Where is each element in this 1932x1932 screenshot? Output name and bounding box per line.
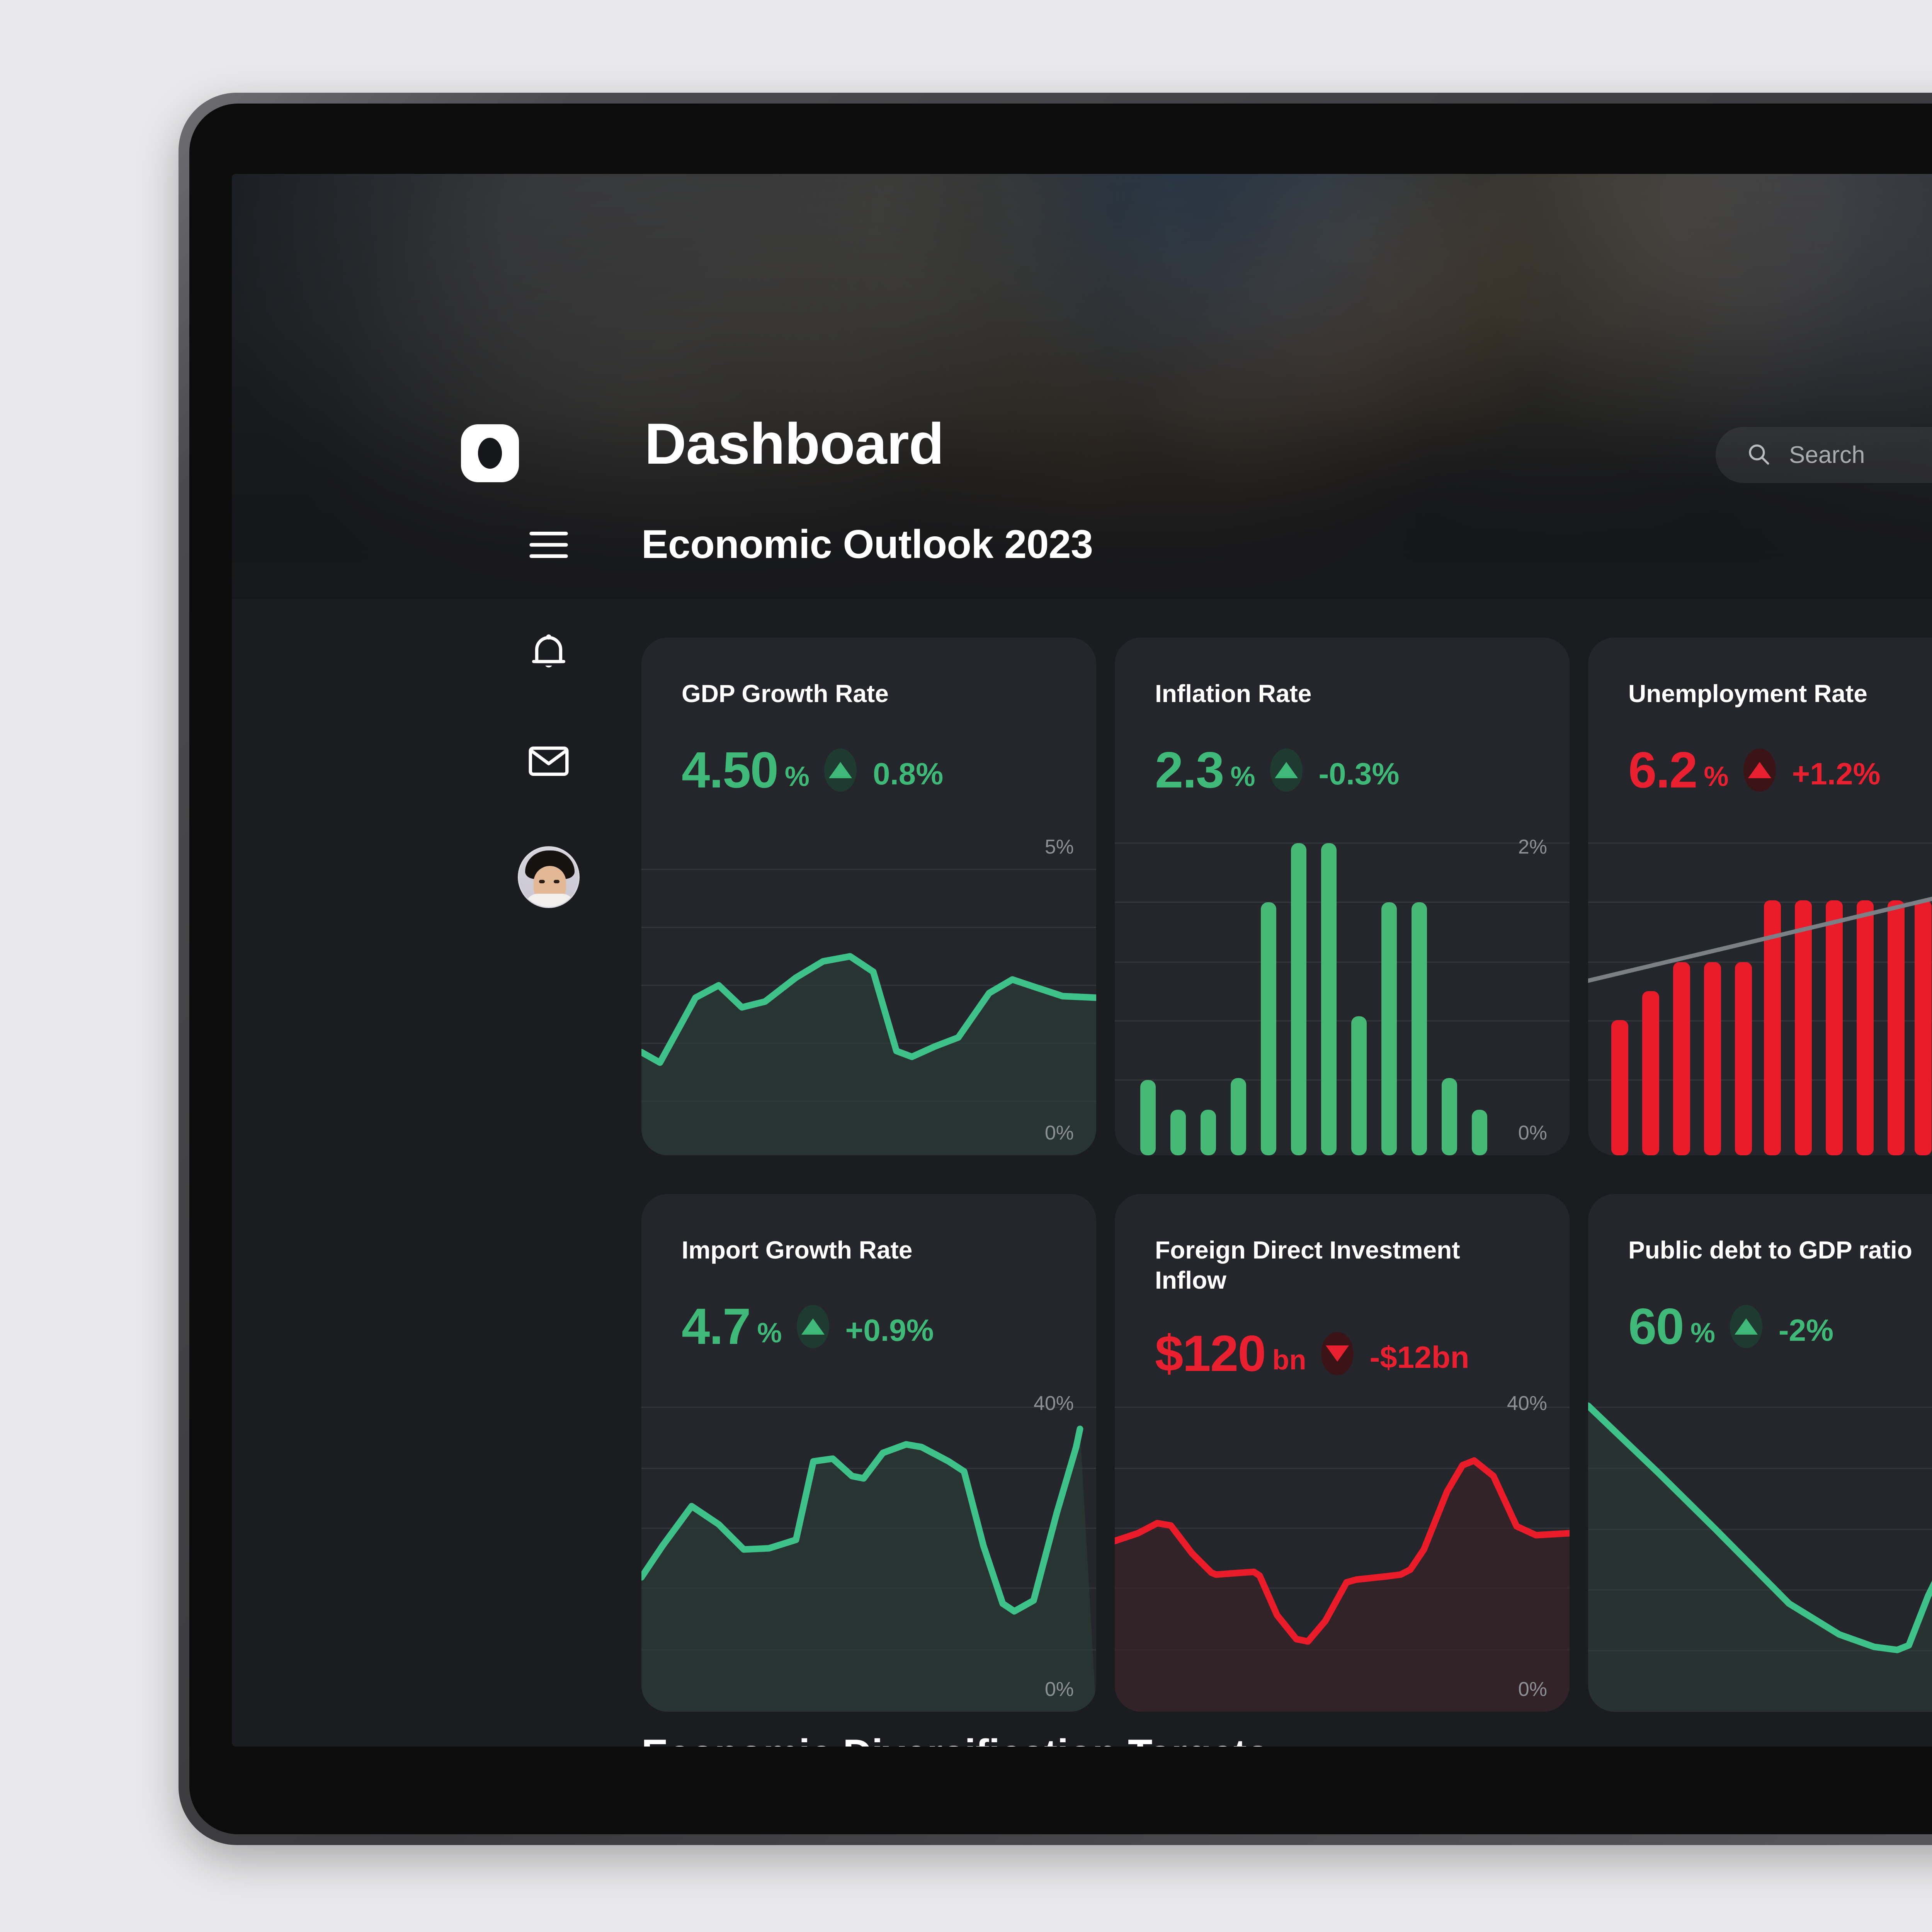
metric-unit: % — [1690, 1318, 1715, 1349]
trend-down-icon — [1321, 1332, 1354, 1376]
search-icon — [1746, 441, 1771, 469]
metric-value-group: 4.50 % 0.8% — [682, 742, 944, 798]
chart-area-import-growth-rate: 40% 0% — [641, 1379, 1096, 1712]
metric-value: $120 — [1155, 1325, 1266, 1382]
hamburger-menu-icon[interactable] — [526, 522, 572, 568]
metric-value-group: $120 bn -$12bn — [1155, 1325, 1469, 1382]
metric-card-row-1: GDP Growth Rate 4.50 % 0.8% — [641, 638, 1932, 1155]
metric-delta: +1.2% — [1792, 757, 1881, 791]
hero-background-photo — [232, 174, 1932, 599]
axis-label-bottom: 0% — [1044, 1678, 1074, 1701]
chart-area-inflation-rate: 2% 0% — [1115, 823, 1570, 1155]
trend-up-icon — [796, 1305, 829, 1349]
trend-up-icon — [1743, 748, 1776, 792]
section-title-diversification-targets: Economic Diversification Targets — [641, 1731, 1269, 1747]
envelope-icon[interactable] — [526, 738, 572, 784]
axis-label-bottom: 0% — [1518, 1678, 1547, 1701]
metric-card-gdp-growth-rate[interactable]: GDP Growth Rate 4.50 % 0.8% — [641, 638, 1096, 1155]
chart-area-unemployment-rate: 6% 0% — [1588, 823, 1932, 1155]
metric-value: 4.50 — [682, 742, 779, 798]
metric-card-row-2: Import Growth Rate 4.7 % +0.9% — [641, 1194, 1932, 1712]
metric-unit: % — [757, 1318, 782, 1349]
metric-delta: -$12bn — [1369, 1340, 1469, 1375]
chart-area-fdi: 40% 0% — [1115, 1379, 1570, 1712]
chart-area-gdp-growth-rate: 5% 0% — [641, 823, 1096, 1155]
trend-up-icon — [1730, 1305, 1762, 1349]
metric-delta: 0.8% — [872, 757, 944, 791]
app-logo-icon[interactable] — [461, 424, 519, 482]
metric-value: 4.7 — [682, 1298, 751, 1355]
chart-area-public-debt-line: 300BN 0 — [1588, 1379, 1932, 1712]
metric-value: 2.3 — [1155, 742, 1224, 798]
axis-label-top: 5% — [1044, 836, 1074, 858]
card-title: Unemployment Rate — [1628, 680, 1867, 707]
card-title: Public debt to GDP ratio — [1628, 1236, 1912, 1264]
metric-delta: -0.3% — [1318, 757, 1400, 791]
metric-card-public-debt-to-gdp-ratio-line[interactable]: Public debt to GDP ratio 60 % -2% — [1588, 1194, 1932, 1712]
section-title-economic-outlook: Economic Outlook 2023 — [641, 522, 1093, 567]
metric-delta: +0.9% — [845, 1313, 934, 1348]
metric-unit: % — [1704, 761, 1729, 793]
metric-value: 6.2 — [1628, 742, 1697, 798]
metric-card-unemployment-rate[interactable]: Unemployment Rate 6.2 % +1.2% — [1588, 638, 1932, 1155]
metric-value-group: 2.3 % -0.3% — [1155, 742, 1400, 798]
trend-up-icon — [824, 748, 857, 792]
metric-value-group: 60 % -2% — [1628, 1298, 1834, 1355]
metric-value-group: 4.7 % +0.9% — [682, 1298, 934, 1355]
sidebar — [510, 522, 587, 908]
search-input[interactable] — [1789, 441, 1932, 469]
metric-value: 60 — [1628, 1298, 1684, 1355]
metric-unit: % — [1230, 761, 1255, 793]
metric-card-foreign-direct-investment-inflow[interactable]: Foreign Direct Investment Inflow $120 bn… — [1115, 1194, 1570, 1712]
metric-unit: bn — [1272, 1345, 1306, 1376]
axis-label-bottom: 0% — [1518, 1122, 1547, 1144]
tablet-screen: Dashboard Edit — [232, 174, 1932, 1747]
axis-label-top: 2% — [1518, 836, 1547, 858]
page-title: Dashboard — [645, 411, 944, 476]
card-title: Inflation Rate — [1155, 680, 1312, 707]
axis-label-bottom: 0% — [1044, 1122, 1074, 1144]
search-bar[interactable] — [1716, 427, 1932, 483]
bell-icon[interactable] — [526, 630, 572, 676]
card-title: Foreign Direct Investment Inflow — [1155, 1236, 1460, 1294]
avatar[interactable] — [518, 846, 580, 908]
metric-unit: % — [784, 761, 810, 793]
metric-value-group: 6.2 % +1.2% — [1628, 742, 1881, 798]
card-title: GDP Growth Rate — [682, 680, 889, 707]
axis-label-top: 40% — [1033, 1392, 1074, 1415]
card-title: Import Growth Rate — [682, 1236, 913, 1264]
axis-label-top: 40% — [1507, 1392, 1547, 1415]
metric-delta: -2% — [1778, 1313, 1834, 1348]
trend-up-icon — [1270, 748, 1303, 792]
metric-card-import-growth-rate[interactable]: Import Growth Rate 4.7 % +0.9% — [641, 1194, 1096, 1712]
metric-card-inflation-rate[interactable]: Inflation Rate 2.3 % -0.3% — [1115, 638, 1570, 1155]
